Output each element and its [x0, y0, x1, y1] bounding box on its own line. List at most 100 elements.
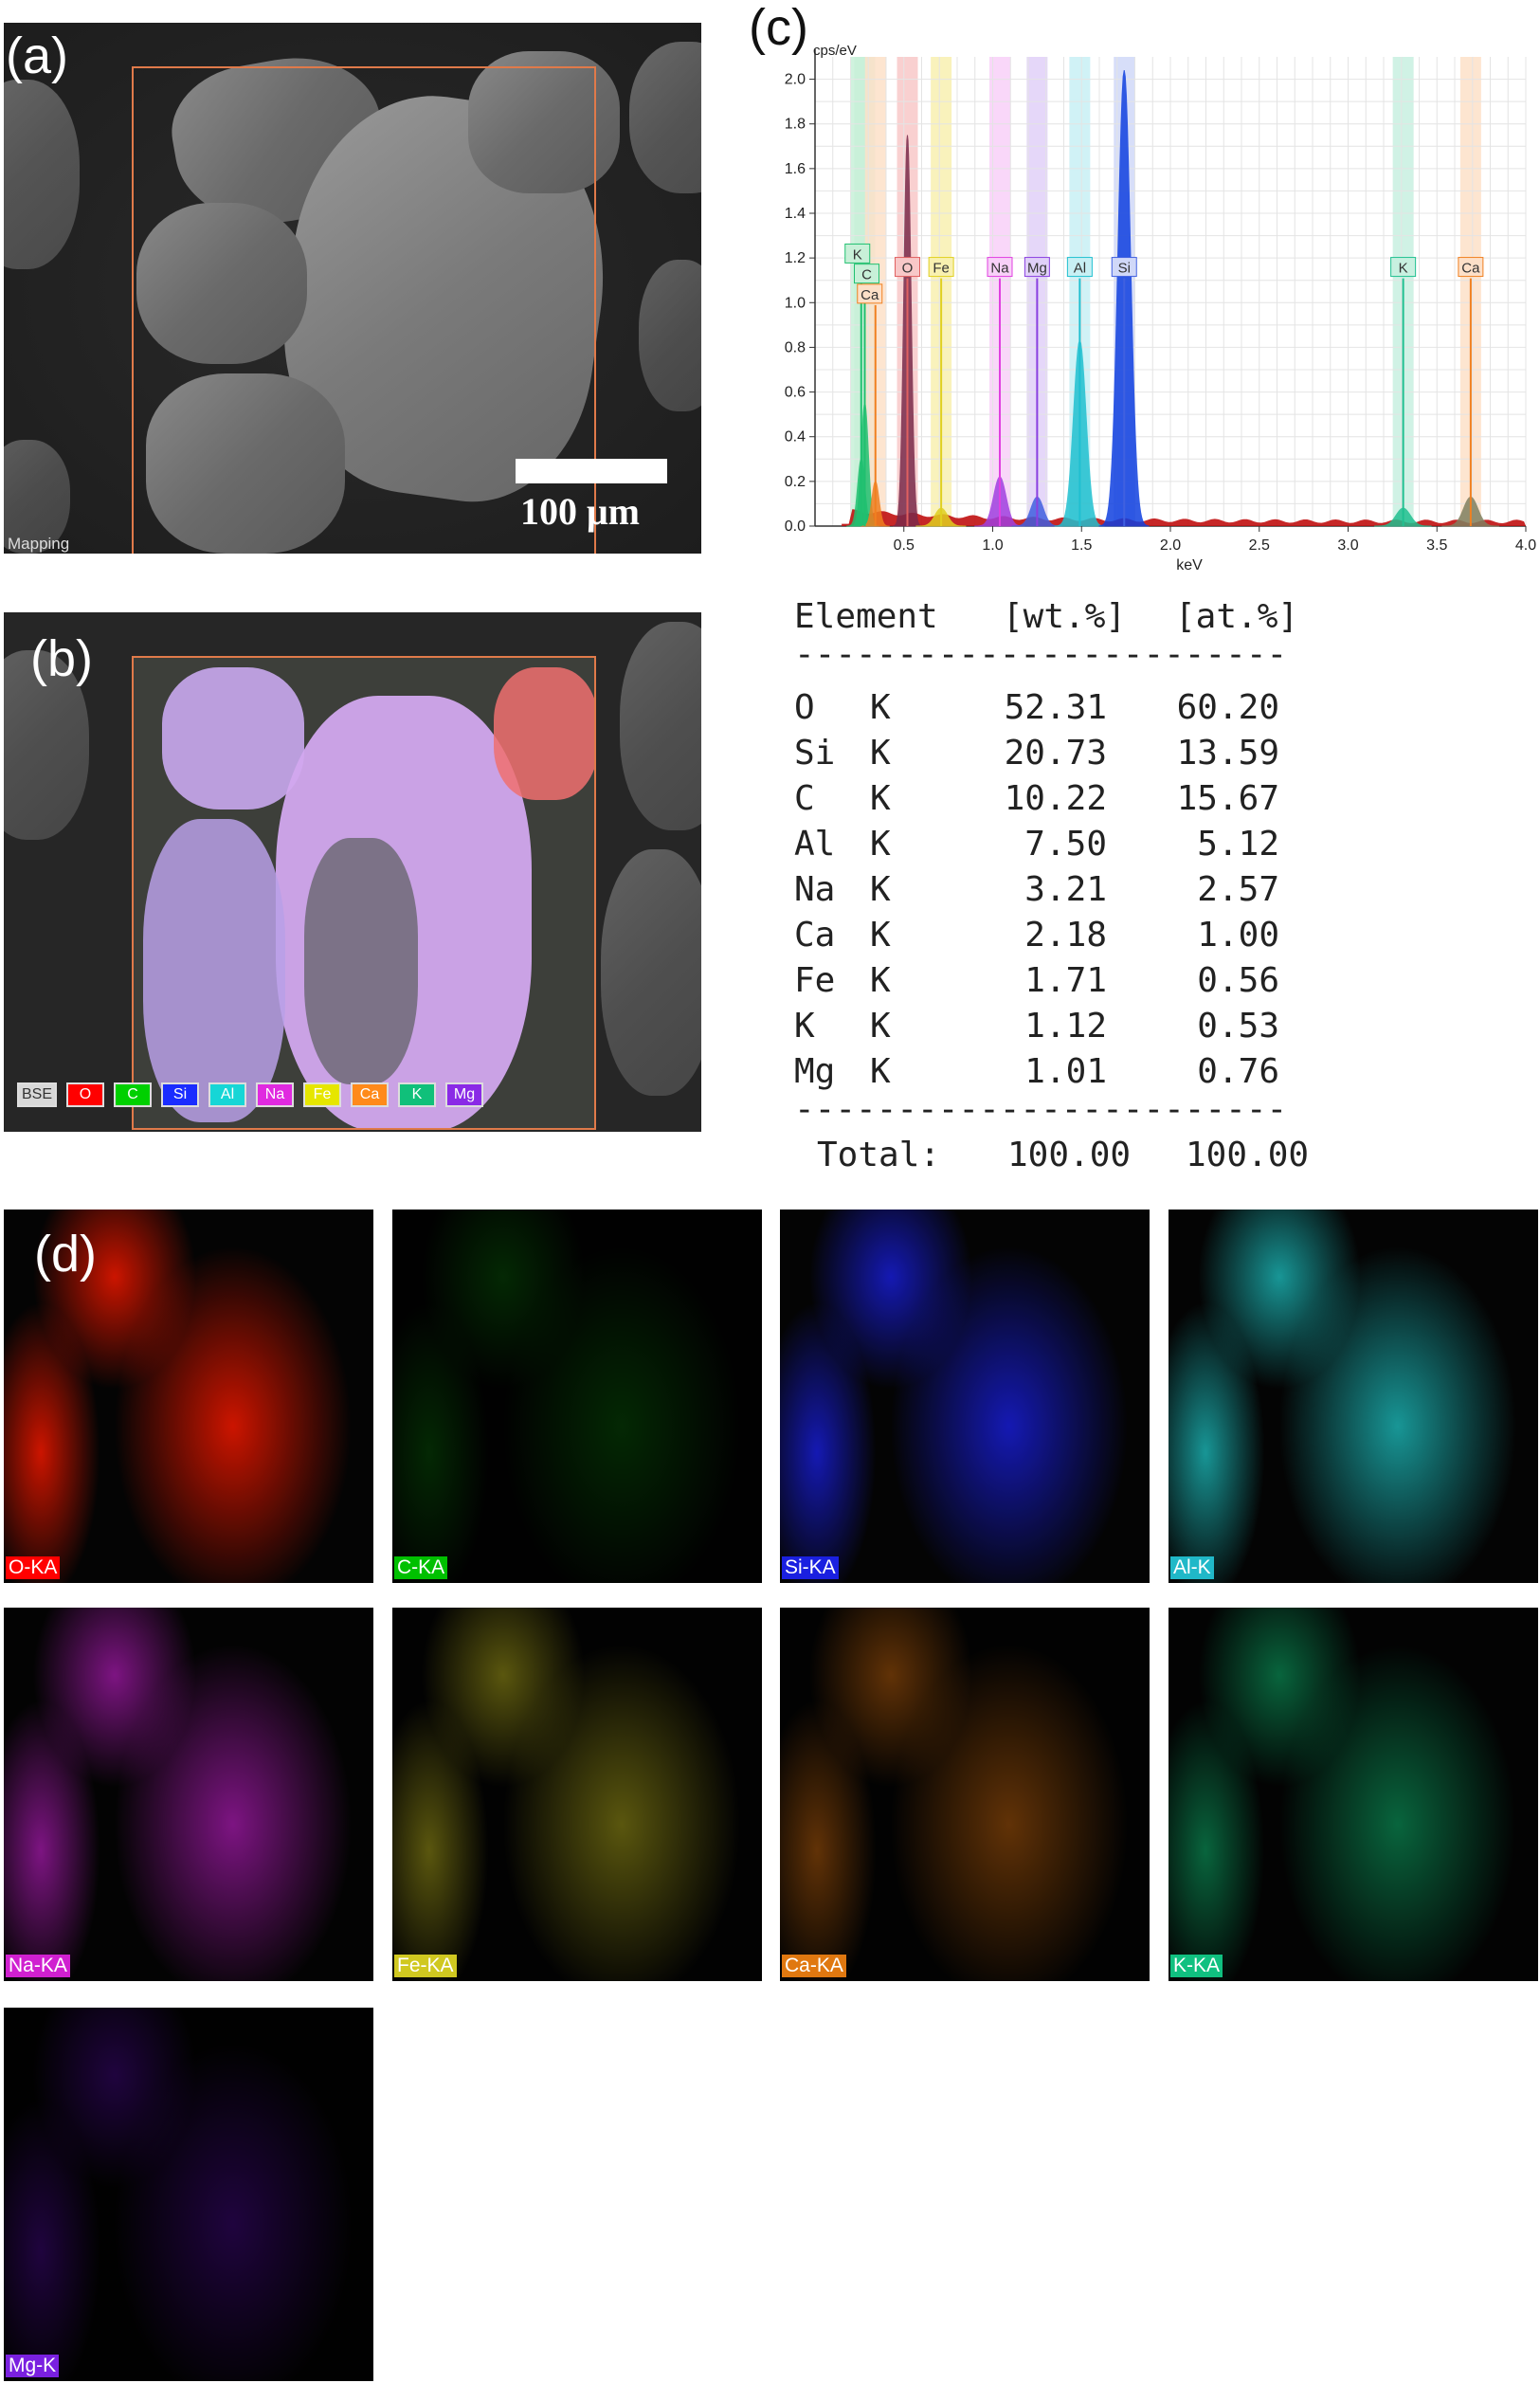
y-tick-label: 0.6	[785, 385, 806, 401]
table-row-element: O	[794, 688, 815, 727]
table-row-at: 0.56	[1197, 961, 1279, 1000]
mineral-region	[494, 667, 594, 800]
scale-bar	[516, 459, 667, 483]
panel-label-c: (c)	[749, 0, 808, 56]
marker-label-box-al	[1066, 257, 1093, 278]
marker-label-si: Si	[1118, 261, 1131, 277]
map-intensity	[780, 1210, 1150, 1583]
map-label: Na-KA	[6, 1955, 70, 1977]
element-map-ca-ka: Ca-KA	[780, 1608, 1150, 1981]
table-row-at: 13.59	[1176, 734, 1279, 773]
table-row-line: K	[870, 688, 891, 727]
map-intensity	[4, 1608, 373, 1981]
scale-bar-label: 100 μm	[520, 490, 640, 533]
element-map-mg-k: Mg-K	[4, 2008, 373, 2381]
particle	[4, 650, 89, 840]
map-intensity	[4, 1210, 373, 1583]
y-tick-label: 1.6	[785, 161, 806, 177]
table-row-wt: 52.31	[1004, 688, 1107, 727]
x-tick-label: 3.0	[1337, 537, 1358, 554]
y-tick-label: 0.8	[785, 339, 806, 355]
map-label: Ca-KA	[782, 1955, 846, 1977]
table-row-wt: 10.22	[1004, 779, 1107, 818]
x-tick-label: 2.0	[1160, 537, 1181, 554]
x-tick-label: 1.0	[982, 537, 1003, 554]
marker-label-ca: Ca	[861, 287, 879, 303]
table-row-element: Fe	[794, 961, 836, 1000]
table-row-wt: 1.12	[1024, 1007, 1107, 1046]
legend-chip-k: K	[398, 1082, 437, 1107]
mapping-label: Mapping	[8, 535, 70, 553]
marker-label-k: K	[1399, 261, 1408, 277]
particle	[136, 203, 307, 364]
overlay-legend: BSE O C Si Al Na Fe Ca K Mg	[17, 1082, 484, 1107]
x-tick-label: 2.5	[1249, 537, 1270, 554]
table-row-element: Ca	[794, 916, 836, 955]
map-intensity	[4, 2008, 373, 2381]
legend-chip-ca: Ca	[351, 1082, 390, 1107]
table-row-at: 15.67	[1176, 779, 1279, 818]
map-intensity	[1169, 1210, 1538, 1583]
map-label: Si-KA	[782, 1556, 839, 1579]
y-tick-label: 1.2	[785, 250, 806, 266]
table-row-at: 0.53	[1197, 1007, 1279, 1046]
table-row-element: Na	[794, 870, 836, 909]
table-row-element: C	[794, 779, 815, 818]
x-tick-label: 3.5	[1426, 537, 1447, 554]
legend-chip-si: Si	[161, 1082, 200, 1107]
particle	[620, 622, 701, 830]
x-tick-label: 1.5	[1071, 537, 1092, 554]
marker-label-box-ca	[857, 283, 883, 304]
table-row-element: Al	[794, 825, 836, 864]
table-row-line: K	[870, 870, 891, 909]
table-row-line: K	[870, 734, 891, 773]
x-tick-label: 0.5	[894, 537, 915, 554]
map-label: O-KA	[6, 1556, 61, 1579]
table-row-at: 0.76	[1197, 1052, 1279, 1091]
table-total-label: Total:	[817, 1136, 941, 1174]
table-row-line: K	[870, 1007, 891, 1046]
marker-label-ca: Ca	[1461, 261, 1480, 277]
marker-label-box-ca	[1458, 257, 1484, 278]
panel-label-b: (b)	[30, 630, 93, 687]
map-label: Fe-KA	[394, 1955, 457, 1977]
table-row-at: 5.12	[1197, 825, 1279, 864]
table-rule-bottom: ------------------------	[794, 1090, 1288, 1129]
map-label: Al-K	[1170, 1556, 1214, 1579]
marker-label-box-mg	[1024, 257, 1050, 278]
element-map-si-ka: Si-KA	[780, 1210, 1150, 1583]
mineral-region	[304, 838, 418, 1084]
map-intensity	[1169, 1608, 1538, 1981]
legend-chip-c: C	[114, 1082, 153, 1107]
element-map-o-ka: O-KA	[4, 1210, 373, 1583]
table-row-line: K	[870, 779, 891, 818]
table-total-at: 100.00	[1186, 1136, 1310, 1174]
column-header-wt: [wt.%]	[1003, 597, 1127, 636]
eds-spectrum-panel: K C Ca O Fe Na Mg Al Si K Ca 0.0 0.2 0.4 0.6 0.8 1.0 1.2 1…	[749, 0, 1540, 588]
map-label: Mg-K	[6, 2355, 60, 2377]
marker-label-o: O	[902, 261, 914, 277]
marker-label-fe: Fe	[933, 261, 950, 277]
overlay-map-panel: BSE O C Si Al Na Fe Ca K Mg (b)	[4, 612, 701, 1132]
table-row-element: Mg	[794, 1052, 836, 1091]
table-row-at: 1.00	[1197, 916, 1279, 955]
map-label: K-KA	[1170, 1955, 1223, 1977]
particle	[601, 849, 701, 1096]
table-row-line: K	[870, 1052, 891, 1091]
particle	[639, 260, 701, 411]
y-tick-label: 0.4	[785, 429, 806, 446]
table-row-line: K	[870, 916, 891, 955]
column-header-at: [at.%]	[1175, 597, 1299, 636]
particle	[4, 80, 80, 269]
table-row-element: Si	[794, 734, 836, 773]
element-map-fe-ka: Fe-KA	[392, 1608, 762, 1981]
y-tick-label: 1.8	[785, 117, 806, 133]
table-row-wt: 7.50	[1024, 825, 1107, 864]
table-row-element: K	[794, 1007, 815, 1046]
table-row-wt: 20.73	[1004, 734, 1107, 773]
table-row-wt: 2.18	[1024, 916, 1107, 955]
legend-chip-fe: Fe	[303, 1082, 342, 1107]
map-intensity	[392, 1608, 762, 1981]
table-row-at: 2.57	[1197, 870, 1279, 909]
